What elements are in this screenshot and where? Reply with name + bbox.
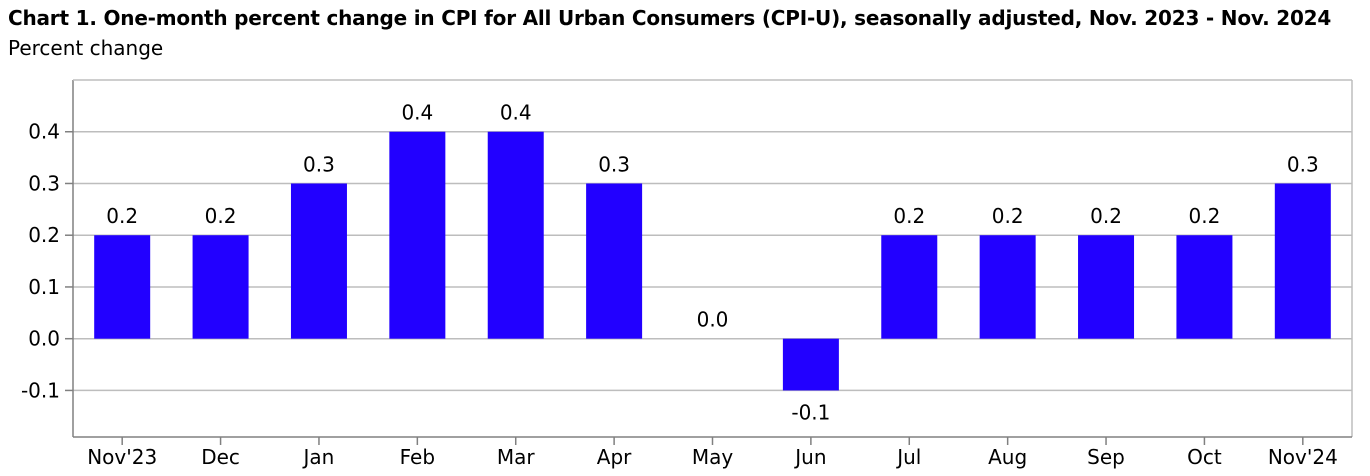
y-tick-label: 0.3 <box>28 171 60 195</box>
y-tick-label: -0.1 <box>21 378 60 402</box>
x-tick-label: Oct <box>1187 445 1222 469</box>
x-tick-label: Nov'23 <box>87 445 157 469</box>
x-tick-label: Jul <box>895 445 921 469</box>
data-label: 0.2 <box>992 204 1024 228</box>
gridlines <box>73 130 1352 392</box>
data-label: 0.3 <box>303 152 335 176</box>
axes <box>65 79 1353 445</box>
bar <box>979 235 1036 339</box>
x-tick-label: Jun <box>793 445 826 469</box>
x-tick-label: Sep <box>1087 445 1125 469</box>
bar <box>389 131 446 339</box>
x-tick-label: May <box>692 445 734 469</box>
bar <box>1274 183 1331 339</box>
y-tick-label: 0.0 <box>28 327 60 351</box>
data-label: 0.2 <box>106 204 138 228</box>
data-label: 0.2 <box>893 204 925 228</box>
bar <box>586 183 643 339</box>
bar <box>290 183 347 339</box>
bar <box>881 235 938 339</box>
x-tick-label: Aug <box>988 445 1027 469</box>
bar <box>1176 235 1233 339</box>
data-label: 0.3 <box>1287 152 1319 176</box>
data-label: 0.2 <box>1090 204 1122 228</box>
x-tick-label: Dec <box>201 445 240 469</box>
x-tick-label: Nov'24 <box>1268 445 1338 469</box>
y-tick-label: 0.2 <box>28 223 60 247</box>
bar <box>192 235 249 339</box>
bar <box>487 131 544 339</box>
chart-subtitle: Percent change <box>8 36 164 60</box>
bar <box>94 235 151 339</box>
bars <box>94 131 1331 391</box>
data-label: 0.2 <box>1189 204 1221 228</box>
data-label: 0.2 <box>205 204 237 228</box>
labels: -0.1 0.0 0.1 0.2 0.3 0.4 Nov'23 0.2 Dec 0.2 Jan 0.3… <box>21 101 1338 469</box>
x-tick-label: Jan <box>302 445 335 469</box>
data-label: 0.4 <box>500 101 532 125</box>
x-tick-label: Apr <box>597 445 632 469</box>
data-label: 0.3 <box>598 152 630 176</box>
data-label: 0.4 <box>401 101 433 125</box>
data-label: 0.0 <box>697 308 729 332</box>
chart-title: Chart 1. One-month percent change in CPI… <box>8 6 1332 30</box>
y-tick-label: 0.1 <box>28 275 60 299</box>
y-tick-label: 0.4 <box>28 120 60 144</box>
x-tick-label: Mar <box>497 445 536 469</box>
bar <box>1078 235 1135 339</box>
data-label: -0.1 <box>791 400 830 424</box>
x-tick-label: Feb <box>400 445 435 469</box>
bar <box>782 338 839 391</box>
